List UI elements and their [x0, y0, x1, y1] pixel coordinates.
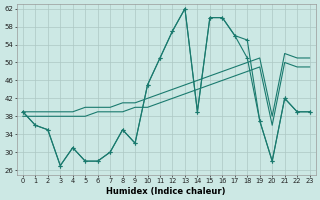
- X-axis label: Humidex (Indice chaleur): Humidex (Indice chaleur): [107, 187, 226, 196]
